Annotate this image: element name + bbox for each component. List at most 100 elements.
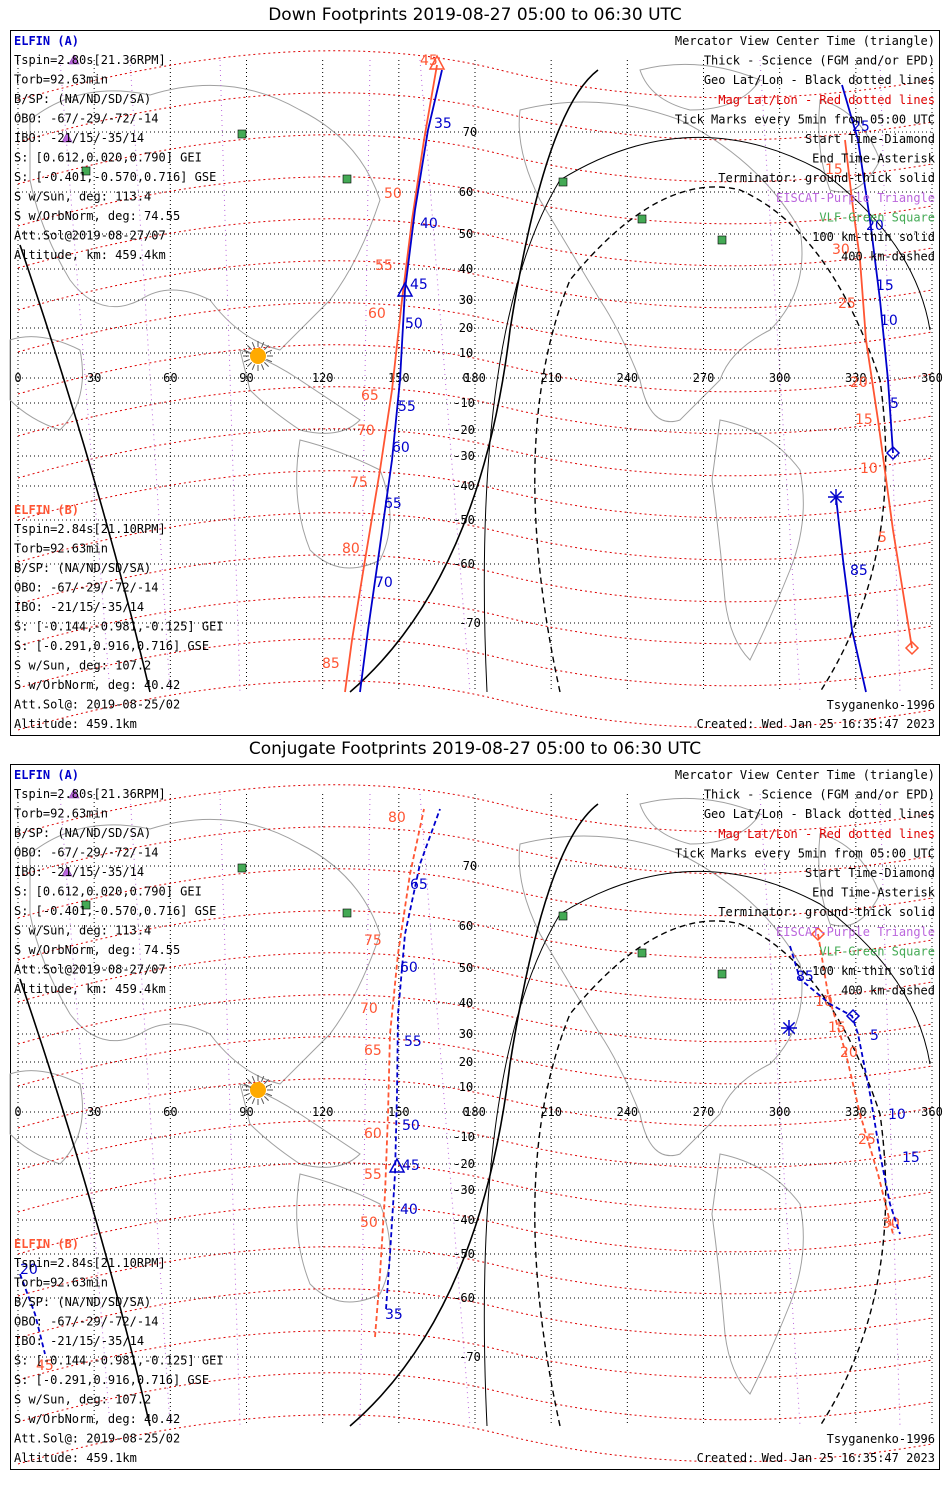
lat-label: 70 — [463, 859, 477, 873]
legend-item: 100 km-thin solid — [812, 230, 935, 244]
track-tick-label: 35 — [385, 1307, 403, 1323]
elfin-a-line: Torb=92.63min — [14, 73, 108, 87]
legend-right: Mercator View Center Time (triangle) Thic… — [675, 768, 936, 998]
track-tick-label: 40 — [420, 216, 438, 232]
elfin-a-line: B/SP: (NA/ND/SD/SA) — [14, 92, 151, 106]
eiscat-purple-triangle — [68, 788, 80, 799]
mag-parallel — [17, 1078, 933, 1129]
land-path — [9, 1070, 83, 1165]
elfin-b-info: ELFIN (B) Tspin=2.84s[21.10RPM] Torb=92.63… — [14, 1237, 224, 1465]
mag-parallel — [17, 302, 933, 353]
lat-labels: 70 60 50 40 30 20 10 0 -10 -20 -30 -40 -50 -60 -70 — [453, 859, 481, 1364]
track-tick-label: 25 — [838, 296, 856, 312]
track-tick-label: 20 — [866, 218, 884, 234]
legend-item: Terminator: ground-thick solid — [718, 905, 935, 919]
lon-label: 120 — [312, 371, 334, 385]
vlf-green-square — [342, 908, 352, 918]
lon-label: 360 — [921, 1105, 943, 1119]
eiscat-stations — [61, 788, 80, 877]
legend-item: Terminator: ground-thick solid — [718, 171, 935, 185]
elfin-a-line: Torb=92.63min — [14, 807, 108, 821]
elfin-b-line: S: [-0.144,-0.981,-0.125] GEI — [14, 620, 224, 634]
lat-label: 50 — [459, 961, 473, 975]
track-line — [359, 69, 443, 693]
sun-ray — [260, 1098, 265, 1105]
track-tick-label: 5 — [870, 1028, 879, 1044]
start-time-diamond — [845, 1008, 861, 1024]
elfin-a-track-left: 20 — [19, 1262, 46, 1355]
mag-parallel — [17, 260, 933, 311]
sun-ray — [266, 349, 273, 354]
sun-disk — [250, 348, 266, 364]
legend-item: Mercator View Center Time (triangle) — [675, 34, 935, 48]
track-tick-label: 10 — [880, 313, 898, 329]
track-tick-label: 20 — [840, 1045, 858, 1061]
sun-ray — [247, 345, 252, 350]
vlf-stations — [81, 863, 727, 979]
lon-label: 90 — [239, 371, 253, 385]
vlf-green-square — [717, 235, 727, 245]
elfin-b-track-pacific: 45 50 55 60 65 70 75 80 85 — [322, 53, 446, 693]
lat-label: -10 — [453, 396, 475, 410]
track-tick-label: 55 — [404, 1034, 422, 1050]
mag-meridian — [219, 793, 241, 1427]
mag-grid — [17, 50, 933, 731]
lon-label: 270 — [693, 371, 715, 385]
mag-parallel — [17, 638, 933, 689]
eiscat-purple-triangle — [61, 132, 73, 143]
elfin-b-info: ELFIN (B) Tspin=2.84s[21.10RPM] Torb=92.63… — [14, 503, 224, 731]
legend-item: Tick Marks every 5min from 05:00 UTC — [675, 846, 935, 860]
track-tick-label: 65 — [384, 496, 402, 512]
elfin-a-line: Tspin=2.80s[21.36RPM] — [14, 787, 166, 801]
track-tick-label: 35 — [434, 116, 452, 132]
created-timestamp: Created: Wed Jan 25 16:35:47 2023 — [697, 1451, 935, 1465]
lat-label: 10 — [459, 1080, 473, 1094]
legend-item: Thick - Science (FGM and/or EPD) — [704, 54, 935, 68]
elfin-b-line: B/SP: (NA/ND/SD/SA) — [14, 561, 151, 575]
land-path — [639, 63, 761, 111]
terminator-100km — [483, 870, 931, 1427]
track-tick-label: 85 — [796, 969, 814, 985]
land-path — [29, 84, 381, 351]
terminator-100km — [483, 136, 931, 693]
track-tick-label: 55 — [398, 399, 416, 415]
sun-ray — [251, 341, 256, 348]
elfin-a-info: ELFIN (A) Tspin=2.80s[21.36RPM] Torb=92.63… — [14, 768, 216, 996]
elfin-a-track-pacific: 65 60 55 50 45 40 35 — [385, 808, 441, 1323]
mag-parallel — [17, 952, 933, 1003]
start-time-diamond — [810, 926, 826, 942]
mag-parallel — [17, 470, 933, 521]
legend-item: EISCAT-Purple Triangle — [776, 191, 935, 205]
lat-label: 30 — [459, 293, 473, 307]
lat-label: 40 — [459, 262, 473, 276]
elfin-a-line: S w/Sun, deg: 113.4 — [14, 924, 151, 938]
lon-label: 300 — [769, 371, 791, 385]
lon-label: 240 — [616, 371, 638, 385]
mag-parallel — [17, 784, 933, 835]
start-time-diamond — [904, 640, 920, 656]
vlf-green-square — [81, 166, 91, 176]
mag-meridian — [419, 793, 471, 1427]
track-tick-label: 30 — [832, 242, 850, 258]
geo-grid — [17, 60, 933, 692]
track-tick-label: 25 — [852, 119, 870, 135]
track-tick-label: 50 — [384, 186, 402, 202]
sun-ray — [251, 1075, 256, 1082]
mag-parallel — [17, 134, 933, 185]
legend-item: 400 km-dashed — [841, 984, 935, 998]
center-time-triangle — [388, 1157, 406, 1173]
legend-item: Mercator View Center Time (triangle) — [675, 768, 935, 782]
elfin-a-line: Att.Sol@2019-08-27/07 — [14, 229, 166, 243]
lat-label: -30 — [453, 1183, 475, 1197]
elfin-b-line: Tspin=2.84s[21.10RPM] — [14, 1256, 166, 1270]
mag-parallel — [17, 680, 933, 731]
lon-label: 60 — [163, 371, 177, 385]
track-tick-label: 40 — [400, 1202, 418, 1218]
lat-label: 0 — [462, 371, 469, 385]
track-tick-label: 65 — [361, 388, 379, 404]
track-tick-label: 60 — [364, 1126, 382, 1142]
mag-meridian — [59, 793, 111, 1427]
sun-ray — [264, 345, 269, 350]
mag-parallel — [17, 92, 933, 143]
